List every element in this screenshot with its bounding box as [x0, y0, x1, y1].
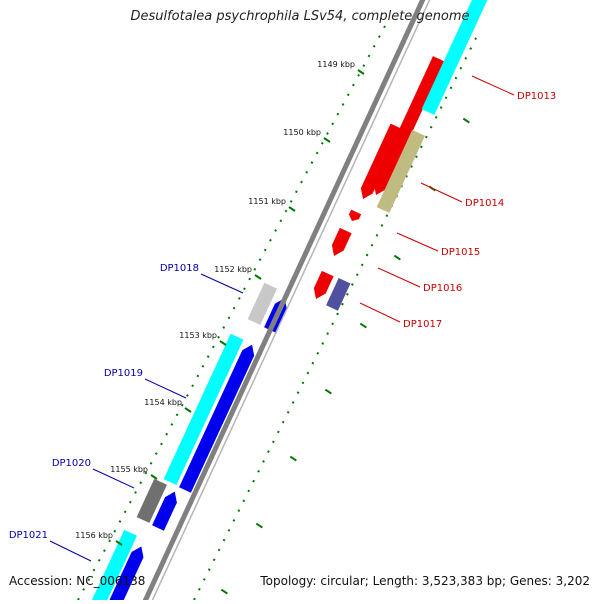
tick-label: 1150 kbp	[283, 128, 321, 137]
gene-arrow-dp1015[interactable]	[348, 209, 362, 221]
gene-label[interactable]: DP1015	[441, 247, 480, 258]
gray-feature-dp1018	[247, 282, 278, 325]
cyan-feature-dp1021	[90, 529, 137, 604]
tick-mark-outer	[255, 522, 263, 529]
gene-callout-line	[377, 267, 421, 288]
tick-mark-outer	[462, 117, 470, 124]
tick-mark-outer	[220, 588, 228, 595]
outer-tick-track	[193, 33, 479, 601]
tick-label: 1155 kbp	[110, 465, 148, 474]
gene-callout-line	[200, 273, 244, 294]
genome-backbone-inner	[149, 0, 431, 604]
tick-mark	[150, 474, 158, 480]
tick-mark-outer	[289, 455, 297, 462]
gene-arrow-dp1019[interactable]	[179, 344, 255, 493]
tick-mark-outer	[359, 322, 367, 329]
gene-arrow-dp1020[interactable]	[152, 491, 177, 531]
genome-summary: Topology: circular; Length: 3,523,383 bp…	[260, 574, 590, 588]
tick-label: 1152 kbp	[214, 265, 252, 274]
cyan-feature-dp1019	[163, 333, 244, 485]
tick-label: 1149 kbp	[317, 60, 355, 69]
gene-arrow-dp1013[interactable]	[373, 56, 445, 195]
inner-tick-track	[77, 25, 386, 601]
tick-mark	[219, 340, 227, 346]
gene-arrow-dp1021[interactable]	[106, 546, 144, 604]
gene-callout-line	[144, 378, 187, 399]
genome-backbone	[140, 0, 426, 604]
gene-label[interactable]: DP1013	[517, 91, 556, 102]
tick-label: 1154 kbp	[144, 398, 182, 407]
gene-arrow-dp1016-b[interactable]	[313, 270, 334, 299]
olive-feature	[376, 129, 425, 213]
tick-mark	[115, 540, 123, 546]
gray-feature-dp1020	[136, 478, 167, 523]
gene-callout-line	[359, 302, 401, 323]
slate-feature-dp1017	[326, 278, 351, 311]
tick-label: 1151 kbp	[248, 197, 286, 206]
gene-label[interactable]: DP1014	[465, 198, 504, 209]
gene-callout-line	[420, 182, 463, 203]
tick-mark	[323, 137, 331, 143]
tick-mark	[288, 206, 296, 212]
map-title: Desulfotalea psychrophila LSv54, complet…	[130, 9, 470, 24]
gene-label[interactable]: DP1018	[160, 263, 199, 274]
gene-callout-line	[471, 75, 515, 96]
tick-mark-outer	[393, 254, 401, 261]
accession-label: Accession: NC_006138	[9, 574, 146, 588]
tick-label: 1153 kbp	[179, 331, 217, 340]
cyan-feature-right	[421, 0, 488, 115]
tick-mark	[184, 407, 192, 413]
gene-label[interactable]: DP1019	[104, 368, 143, 379]
tick-mark-outer	[324, 388, 332, 395]
gene-arrow-dp1016-a[interactable]	[331, 227, 352, 256]
gene-label[interactable]: DP1020	[52, 458, 91, 469]
gene-callout-line	[49, 540, 92, 562]
gene-callout-line	[92, 468, 135, 489]
gene-label[interactable]: DP1017	[403, 319, 442, 330]
tick-mark	[357, 69, 365, 75]
tick-mark	[254, 274, 262, 280]
gene-label[interactable]: DP1016	[423, 283, 462, 294]
gene-arrow-dp1014[interactable]	[360, 123, 403, 199]
gene-label[interactable]: DP1021	[9, 530, 48, 541]
gene-callout-line	[396, 232, 439, 252]
tick-label: 1156 kbp	[75, 531, 113, 540]
